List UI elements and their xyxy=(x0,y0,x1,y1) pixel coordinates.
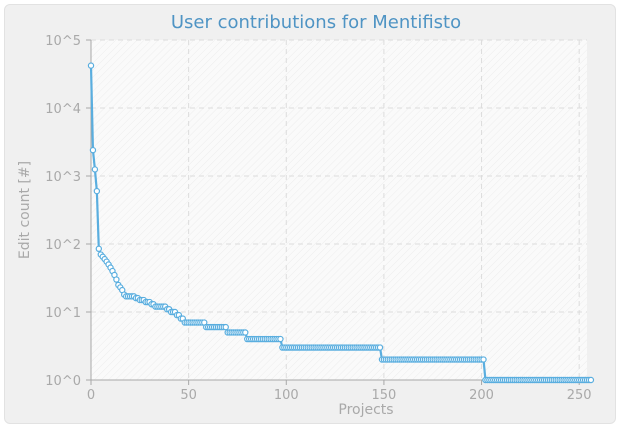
x-tick-labels: 0 50 100 150 200 250 xyxy=(87,388,592,403)
plot-hatch xyxy=(91,40,587,380)
x-axis-label: Projects xyxy=(338,402,393,418)
y-tick-label: 10^2 xyxy=(45,238,81,253)
data-point xyxy=(480,356,487,363)
chart-title: User contributions for Mentifisto xyxy=(171,12,461,33)
x-tick-label: 50 xyxy=(180,388,197,403)
data-point xyxy=(242,329,249,336)
y-tick-label: 10^0 xyxy=(45,374,81,389)
data-point xyxy=(95,245,103,252)
y-tick-labels: 10^0 10^1 10^2 10^3 10^4 10^5 xyxy=(45,34,81,389)
data-point xyxy=(91,166,99,173)
data-point xyxy=(87,62,95,69)
y-tick-label: 10^5 xyxy=(45,34,81,49)
x-tick-label: 0 xyxy=(87,388,95,403)
x-tick-label: 250 xyxy=(567,388,592,403)
y-tick-label: 10^4 xyxy=(45,102,81,117)
data-point xyxy=(89,146,97,154)
x-tick-label: 150 xyxy=(371,388,396,403)
y-tick-label: 10^1 xyxy=(45,306,81,321)
grid xyxy=(91,39,587,380)
x-tick-label: 200 xyxy=(469,388,494,403)
data-point xyxy=(587,376,595,384)
data-point xyxy=(376,344,384,351)
x-tick-label: 100 xyxy=(274,388,299,403)
data-point xyxy=(277,335,284,343)
data-point xyxy=(222,323,229,331)
y-tick-label: 10^3 xyxy=(45,170,81,185)
y-axis-label: Edit count [#] xyxy=(17,161,33,259)
data-points xyxy=(87,62,595,384)
data-point xyxy=(113,276,120,283)
data-point xyxy=(93,187,101,195)
